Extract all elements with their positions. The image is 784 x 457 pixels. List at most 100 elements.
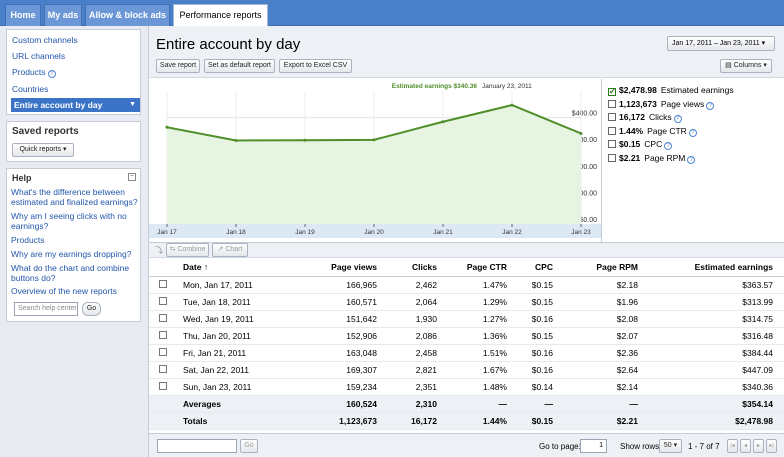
table-cell: 2,821 <box>389 361 449 379</box>
table-cell: $384.44 <box>650 344 784 362</box>
earnings-chart-svg: $400.00 $300.00 $200.00 $100.00 $0.00 Jan 17 J… <box>149 83 601 238</box>
combine-button[interactable]: ⇆ Combine <box>166 243 209 257</box>
data-point[interactable] <box>234 138 238 142</box>
sidebar-item-custom-channels[interactable]: Custom channels <box>12 35 78 45</box>
tab-allow-block-ads[interactable]: Allow & block ads <box>85 4 170 26</box>
help-link-dropping[interactable]: Why are my earnings dropping? <box>11 249 132 259</box>
sidebar-item-url-channels[interactable]: URL channels <box>12 51 66 61</box>
report-header: Entire account by day Jan 17, 2011 – Jan… <box>149 26 784 78</box>
row-checkbox[interactable] <box>159 313 167 322</box>
table-cell: Thu, Jan 20, 2011 <box>179 327 299 345</box>
sidebar-item-entire-account-by-day[interactable]: Entire account by day ▼ <box>11 98 140 112</box>
filter-go-button[interactable]: Go <box>240 439 258 453</box>
table-row: Wed, Jan 19, 2011 151,642 1,930 1.27% $0.16 $… <box>149 310 784 328</box>
x-tick-label: Jan 22 <box>502 229 522 236</box>
chart-button[interactable]: ↗ Chart <box>212 243 248 257</box>
table-cell: $0.16 <box>519 361 565 379</box>
table-cell: $0.14 <box>519 378 565 396</box>
page-number-input[interactable]: 1 <box>580 439 607 453</box>
sidebar-item-products[interactable]: Products? <box>12 67 56 78</box>
table-toolbar: ⤵ ⇆ Combine ↗ Chart <box>149 242 784 258</box>
column-header-date[interactable]: Date ↑ <box>179 259 299 277</box>
collapse-icon[interactable]: − <box>128 173 136 181</box>
help-go-button[interactable]: Go <box>82 302 101 316</box>
date-range-picker[interactable]: Jan 17, 2011 – Jan 23, 2011 ▾ <box>667 36 775 51</box>
metric-item[interactable]: $2.21 Page RPM? <box>608 153 696 165</box>
help-icon[interactable]: ? <box>706 101 715 110</box>
select-cell <box>149 361 179 379</box>
metric-item[interactable]: ✔ $2,478.98 Estimated earnings <box>608 85 734 97</box>
tab-home[interactable]: Home <box>5 4 41 26</box>
column-header-estimated-earnings[interactable]: Estimated earnings <box>650 259 784 277</box>
table-cell: 1.47% <box>449 276 519 294</box>
metric-item[interactable]: $0.15 CPC? <box>608 139 673 151</box>
table-cell: 160,524 <box>299 395 389 413</box>
help-link-earnings[interactable]: What's the difference between estimated … <box>11 187 138 207</box>
table-row: Mon, Jan 17, 2011 166,965 2,462 1.47% $0.15 $… <box>149 276 784 294</box>
dropdown-arrow-icon: ▼ <box>129 101 136 108</box>
metric-checkbox[interactable] <box>608 113 616 121</box>
table-cell: 1.44% <box>449 412 519 430</box>
save-report-button[interactable]: Save report <box>156 59 200 73</box>
tab-my-ads[interactable]: My ads <box>44 4 82 26</box>
help-icon[interactable]: ? <box>47 70 56 78</box>
y-tick-label: $400.00 <box>572 111 597 118</box>
metric-checkbox[interactable] <box>608 140 616 148</box>
help-heading: Help <box>12 173 32 183</box>
help-icon[interactable]: ? <box>673 115 682 123</box>
help-link-products[interactable]: Products <box>11 235 45 245</box>
filter-input[interactable] <box>157 439 237 453</box>
data-point[interactable] <box>510 103 514 107</box>
help-link-clicks[interactable]: Why am I seeing clicks with no earnings? <box>11 211 127 231</box>
data-point[interactable] <box>579 131 583 135</box>
columns-button[interactable]: ▤ Columns ▾ <box>720 59 772 73</box>
metric-label: CPC <box>644 139 663 149</box>
metrics-panel: ✔ $2,478.98 Estimated earnings 1,123,673 Pag… <box>601 79 784 242</box>
help-search-input[interactable]: Search help center <box>14 302 78 316</box>
table-cell: — <box>449 395 519 413</box>
last-page-icon[interactable]: ▸| <box>766 439 777 453</box>
data-point[interactable] <box>165 125 169 129</box>
tab-performance-reports[interactable]: Performance reports <box>173 4 268 27</box>
metric-item[interactable]: 1,123,673 Page views? <box>608 99 715 111</box>
first-page-icon[interactable]: |◂ <box>727 439 738 453</box>
metric-checkbox[interactable] <box>608 126 616 135</box>
help-icon[interactable]: ? <box>687 155 696 164</box>
sidebar-item-countries[interactable]: Countries <box>12 84 49 94</box>
help-icon[interactable]: ? <box>688 128 697 137</box>
next-page-icon[interactable]: ▸ <box>753 439 764 453</box>
date-range-label: Jan 17, 2011 – Jan 23, 2011 <box>672 40 760 47</box>
row-checkbox[interactable] <box>159 381 167 390</box>
data-point[interactable] <box>441 120 445 124</box>
export-csv-button[interactable]: Export to Excel CSV <box>279 59 352 73</box>
column-header-page-rpm[interactable]: Page RPM <box>565 259 650 277</box>
row-checkbox[interactable] <box>159 347 167 356</box>
metric-checkbox[interactable] <box>608 153 616 162</box>
prev-page-icon[interactable]: ◂ <box>740 439 751 453</box>
column-header-page-ctr[interactable]: Page CTR <box>449 259 519 277</box>
metric-checkbox[interactable]: ✔ <box>608 87 616 96</box>
help-link-chart-combine[interactable]: What do the chart and combine buttons do… <box>11 263 130 283</box>
table-cell: $0.16 <box>519 344 565 362</box>
column-header-page-views[interactable]: Page views <box>299 259 389 277</box>
select-cell <box>149 276 179 294</box>
help-link-overview[interactable]: Overview of the new reports <box>11 286 117 296</box>
quick-reports-button[interactable]: Quick reports ▾ <box>12 143 74 157</box>
metric-item[interactable]: 1.44% Page CTR? <box>608 126 697 138</box>
help-icon[interactable]: ? <box>664 142 673 150</box>
table-cell: $1.96 <box>565 293 650 311</box>
row-checkbox[interactable] <box>159 296 167 305</box>
column-header-cpc[interactable]: CPC <box>519 259 565 277</box>
column-header-clicks[interactable]: Clicks <box>389 259 449 277</box>
row-checkbox[interactable] <box>159 364 167 373</box>
data-point[interactable] <box>303 138 307 142</box>
set-default-report-button[interactable]: Set as default report <box>204 59 275 73</box>
row-checkbox[interactable] <box>159 279 167 288</box>
data-point[interactable] <box>372 138 376 142</box>
metric-checkbox[interactable] <box>608 99 616 108</box>
rows-per-page-select[interactable]: 50 ▾ <box>659 439 682 453</box>
row-checkbox[interactable] <box>159 330 167 339</box>
metric-item[interactable]: 16,172 Clicks? <box>608 112 682 124</box>
table-cell: 1,930 <box>389 310 449 328</box>
chart-label: Chart <box>225 246 243 253</box>
